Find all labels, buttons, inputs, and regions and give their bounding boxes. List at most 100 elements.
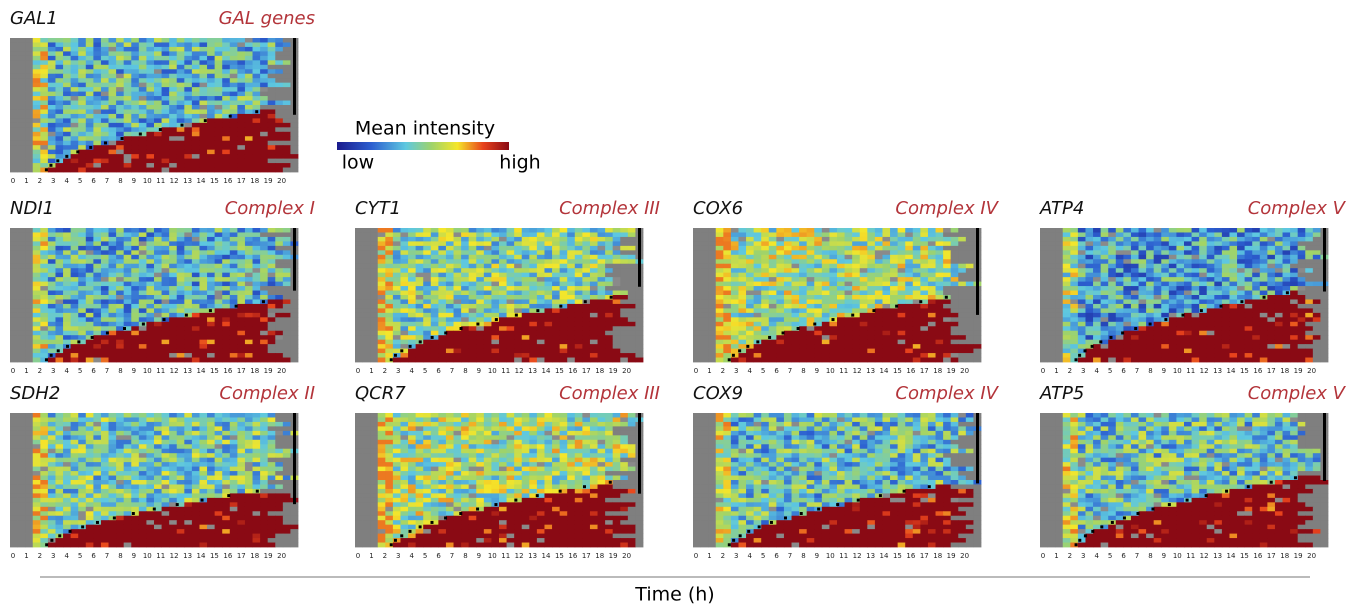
heatmap-cell — [116, 348, 125, 354]
heatmap-cell — [635, 326, 644, 332]
heatmap-cell — [627, 236, 636, 242]
heatmap-cell — [912, 353, 921, 358]
heatmap-cell — [123, 140, 132, 146]
heatmap-cell — [814, 277, 823, 282]
heatmap-cell — [821, 330, 830, 336]
heatmap-cell — [829, 241, 838, 247]
heatmap-cell — [1108, 232, 1117, 238]
onset-dot — [746, 344, 750, 348]
heatmap-cell — [17, 87, 26, 92]
heatmap-cell — [184, 140, 193, 146]
heatmap-cell — [874, 228, 883, 233]
heatmap-cell — [267, 290, 276, 296]
heatmap-cell — [275, 263, 284, 269]
heatmap-cell — [78, 42, 87, 48]
heatmap-cell — [829, 357, 838, 363]
heatmap-cell — [116, 303, 125, 309]
heatmap-cell — [10, 64, 18, 70]
heatmap-cell — [867, 281, 876, 287]
heatmap-cell — [693, 263, 701, 269]
heatmap-cell — [138, 118, 147, 124]
heatmap-cell — [912, 272, 921, 278]
heatmap-cell — [355, 303, 363, 309]
heatmap-cell — [890, 254, 899, 260]
heatmap-cell — [191, 51, 200, 57]
heatmap-cell — [882, 326, 891, 332]
heatmap-cell — [912, 250, 921, 256]
x-tick-label: 3 — [734, 367, 738, 375]
heatmap-cell — [63, 51, 72, 57]
heatmap-cell — [950, 344, 959, 349]
heatmap-cell — [199, 140, 208, 146]
heatmap-cell — [63, 308, 72, 314]
heatmap-cell — [161, 357, 170, 363]
heatmap-cell — [627, 277, 636, 282]
heatmap-cell — [499, 245, 507, 251]
heatmap-cell — [859, 295, 868, 300]
heatmap-cell — [514, 326, 523, 332]
heatmap-cell — [290, 113, 299, 119]
heatmap-cell — [708, 303, 717, 309]
heatmap-cell — [260, 353, 269, 358]
heatmap-cell — [1070, 254, 1079, 260]
heatmap-cell — [275, 69, 284, 75]
heatmap-cell — [897, 228, 906, 233]
heatmap-cell — [799, 263, 808, 269]
heatmap-cell — [146, 295, 155, 300]
heatmap-cell — [70, 268, 79, 274]
heatmap-cell — [93, 127, 102, 133]
heatmap-cell — [597, 303, 606, 309]
heatmap-cell — [552, 357, 561, 363]
heatmap-cell — [385, 348, 394, 354]
heatmap-cell — [32, 254, 41, 260]
heatmap-cell — [47, 299, 56, 305]
heatmap-cell — [362, 272, 371, 278]
heatmap-cell — [1138, 241, 1147, 247]
heatmap-cell — [169, 60, 178, 66]
heatmap-cell — [927, 250, 936, 256]
heatmap-cell — [715, 259, 724, 265]
heatmap-cell — [723, 241, 732, 247]
heatmap-cell — [574, 263, 583, 269]
heatmap-cell — [47, 69, 56, 75]
heatmap-cell — [116, 42, 125, 48]
heatmap-cell — [222, 339, 231, 345]
heatmap-cell — [17, 96, 26, 101]
heatmap-cell — [32, 55, 41, 61]
heatmap-cell — [55, 96, 64, 101]
heatmap-cell — [806, 344, 815, 349]
heatmap-cell — [859, 250, 868, 256]
heatmap-cell — [362, 357, 371, 363]
heatmap-cell — [214, 145, 223, 151]
heatmap-cell — [461, 281, 470, 287]
heatmap-cell — [753, 317, 762, 323]
heatmap-cell — [897, 326, 906, 332]
heatmap-cell — [920, 250, 929, 256]
heatmap-cell — [1153, 241, 1162, 247]
heatmap-cell — [123, 330, 132, 336]
heatmap-cell — [252, 122, 261, 128]
heatmap-cell — [521, 241, 530, 247]
heatmap-cell — [55, 272, 64, 278]
heatmap-cell — [275, 259, 284, 265]
heatmap-cell — [723, 303, 732, 309]
heatmap-cell — [260, 321, 269, 327]
heatmap-cell — [567, 236, 576, 242]
heatmap-cell — [627, 357, 636, 363]
heatmap-cell — [700, 312, 709, 318]
heatmap-cell — [529, 263, 538, 269]
heatmap-cell — [214, 96, 223, 101]
heatmap-cell — [1199, 254, 1208, 260]
heatmap-cell — [290, 118, 299, 124]
heatmap-cell — [385, 254, 394, 260]
heatmap-cell — [131, 339, 140, 345]
heatmap-cell — [267, 136, 276, 142]
heatmap-cell — [116, 241, 125, 247]
heatmap-cell — [108, 281, 117, 287]
heatmap-cell — [70, 91, 79, 97]
onset-dot — [255, 110, 259, 114]
heatmap-cell — [25, 308, 34, 314]
heatmap-cell — [222, 127, 231, 133]
heatmap-cell — [78, 69, 87, 75]
heatmap-cell — [199, 268, 208, 274]
